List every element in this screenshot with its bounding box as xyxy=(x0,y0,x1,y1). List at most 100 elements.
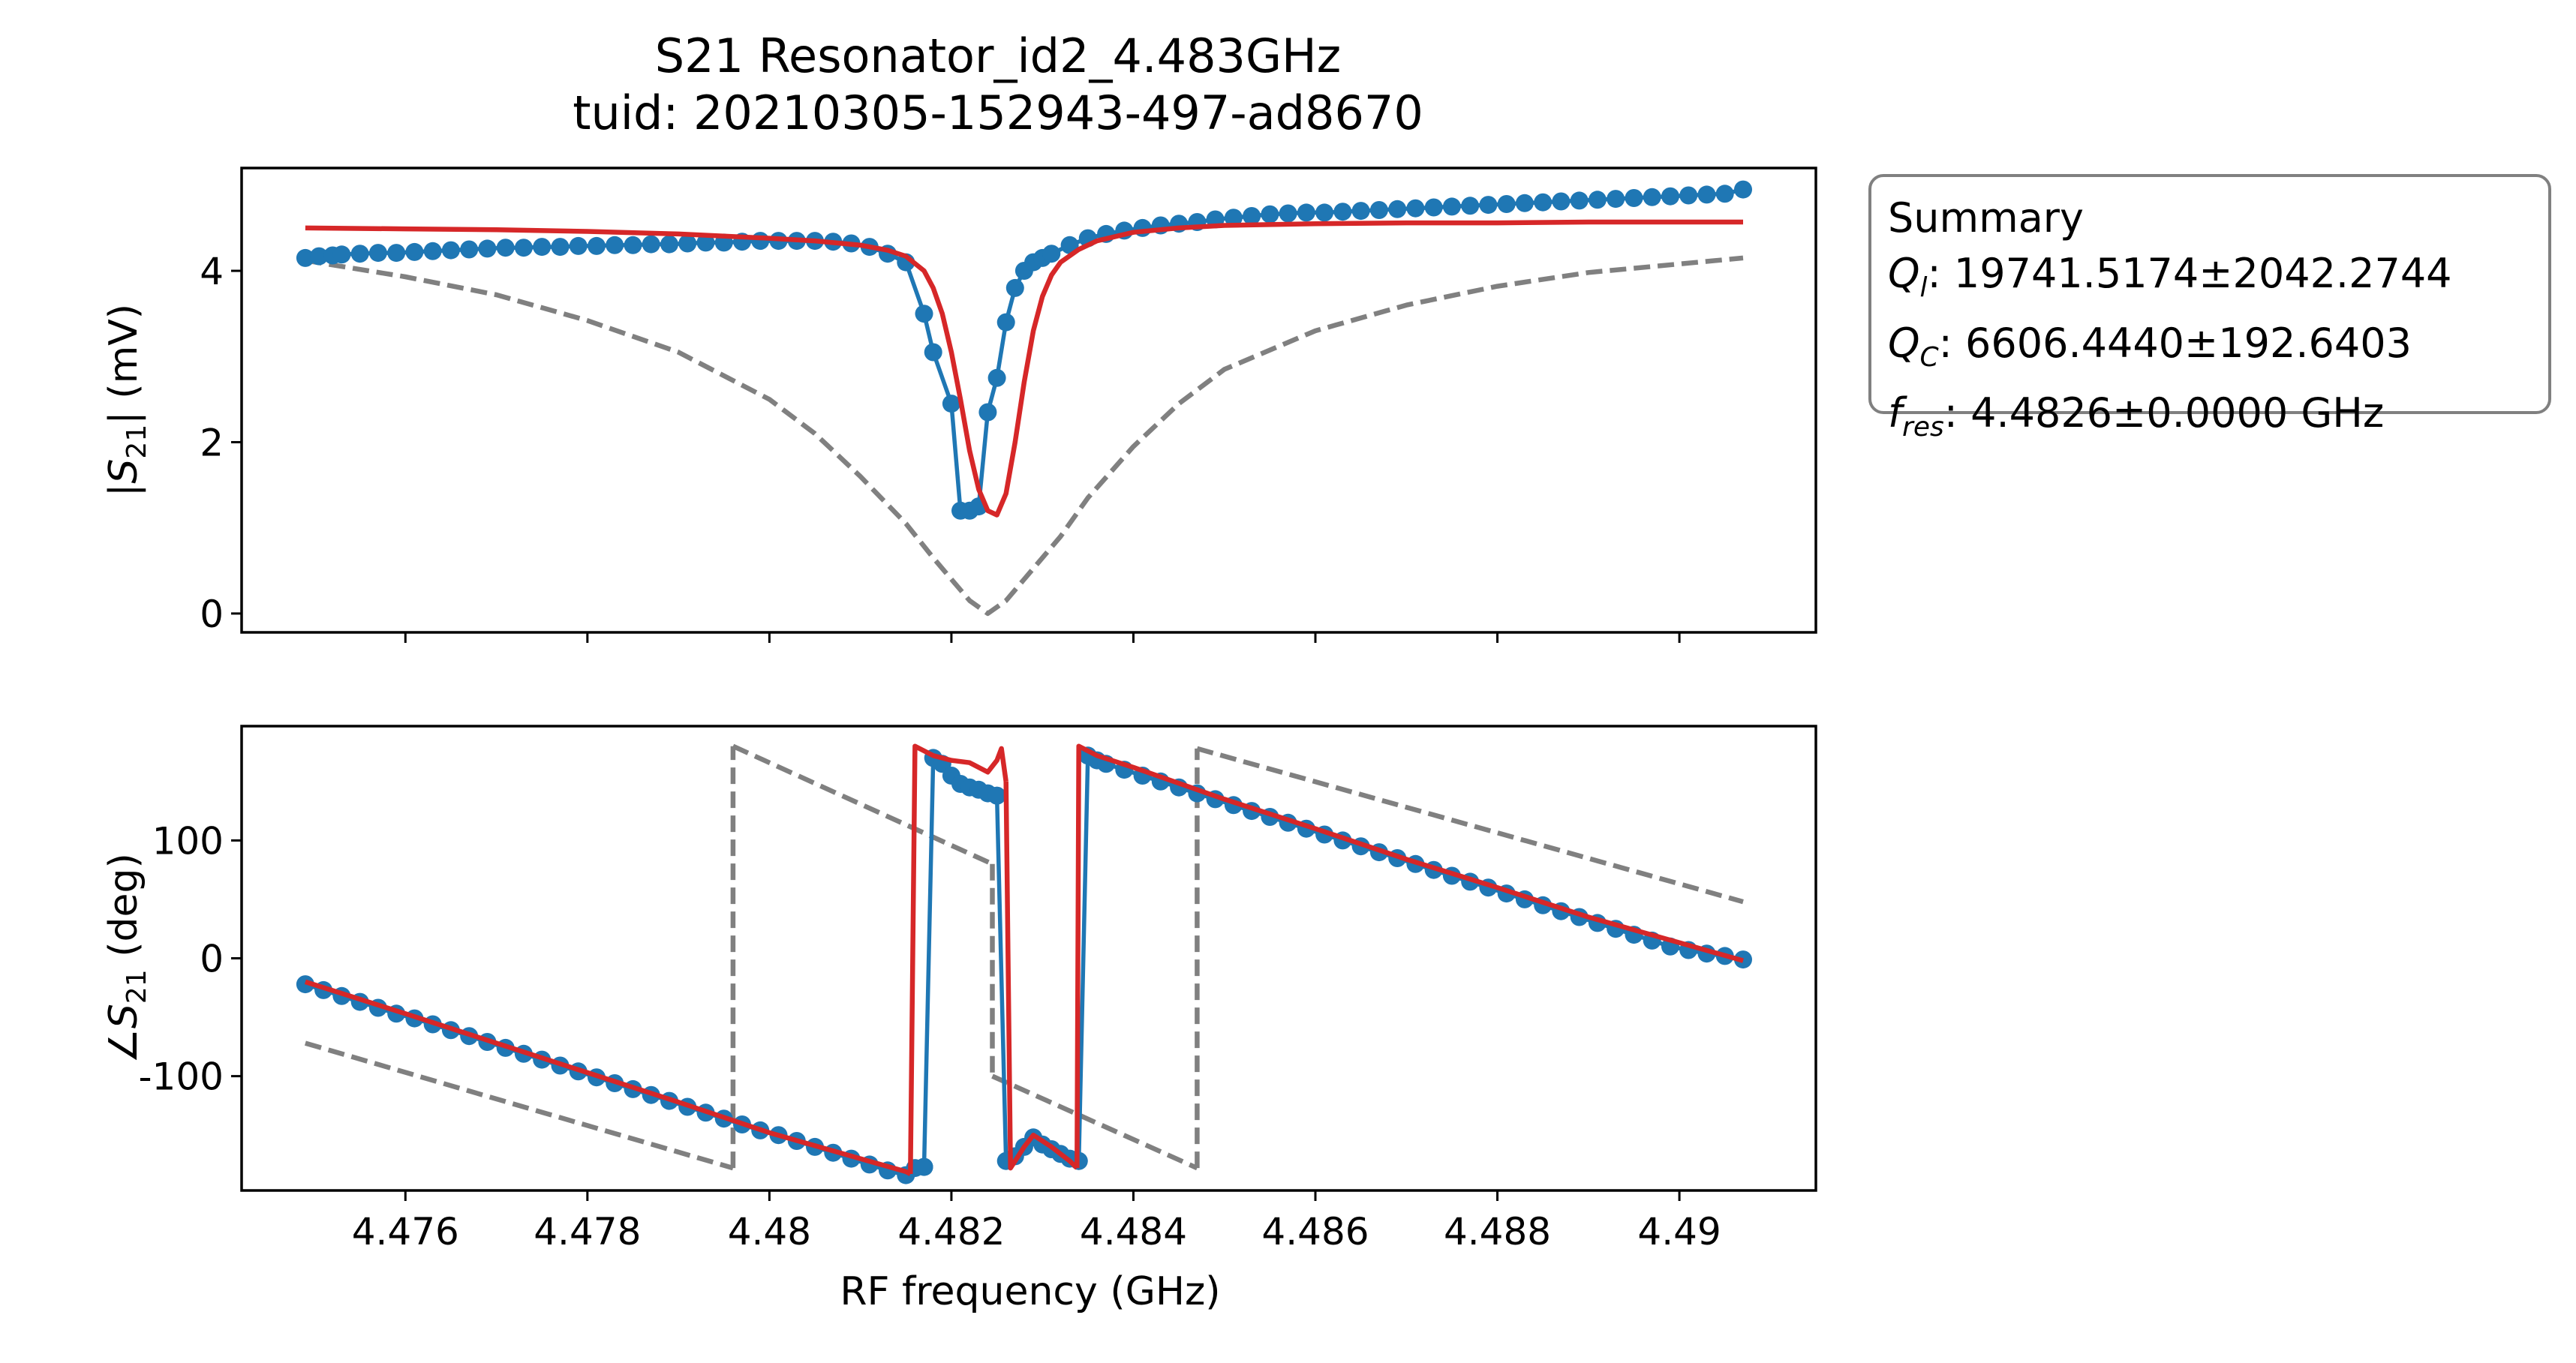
guess-series-line-1-2 xyxy=(732,743,993,866)
data-point xyxy=(678,234,697,253)
data-point xyxy=(1224,209,1243,227)
data-point xyxy=(1005,278,1024,297)
data-series-line-0-0 xyxy=(305,187,1744,513)
x-tick-label: 4.484 xyxy=(1080,1210,1187,1253)
y-label-prefix: | xyxy=(101,484,146,497)
data-point xyxy=(1515,194,1534,212)
y-label-symbol: S xyxy=(101,459,146,484)
plot-area-0 xyxy=(296,180,1752,617)
x-tick-label: 4.478 xyxy=(534,1210,641,1253)
data-point xyxy=(1461,197,1480,215)
guess-series-line-0-0 xyxy=(305,255,1744,617)
data-point xyxy=(1734,180,1752,199)
y-tick-label: 0 xyxy=(200,938,224,981)
data-point xyxy=(660,235,678,254)
summary-row-qc: QC: 6606.4440±192.6403 xyxy=(1888,316,2532,386)
chart-title-line-1: S21 Resonator_id2_4.483GHz xyxy=(654,29,1342,83)
chart-title-line-2: tuid: 20210305-152943-497-ad8670 xyxy=(573,86,1423,140)
data-point xyxy=(915,305,933,323)
data-point xyxy=(1625,189,1643,207)
data-point xyxy=(1715,185,1734,203)
data-point xyxy=(569,236,588,255)
data-point xyxy=(441,241,460,260)
data-point xyxy=(751,232,770,251)
data-point xyxy=(1534,193,1553,212)
ql-symbol: Q xyxy=(1888,250,1920,297)
data-point xyxy=(1297,203,1315,222)
data-point xyxy=(1607,190,1625,209)
x-tick-label: 4.476 xyxy=(352,1210,459,1253)
fit-series-line-1-3 xyxy=(1075,743,1744,1169)
x-tick-label: 4.486 xyxy=(1261,1210,1369,1253)
summary-title: Summary xyxy=(1888,194,2084,242)
data-point xyxy=(696,233,715,252)
fres-subscript: res xyxy=(1902,411,1944,443)
data-point xyxy=(1552,192,1571,211)
data-point xyxy=(1588,191,1607,209)
fit-series-line-1-0 xyxy=(304,979,912,1176)
fit-series-line-0-0 xyxy=(305,219,1743,518)
data-point xyxy=(1351,202,1370,221)
data-point xyxy=(1697,185,1716,204)
y-tick-label: 0 xyxy=(200,593,224,636)
guess-series-line-1-6 xyxy=(1196,746,1744,905)
x-tick-label: 4.488 xyxy=(1444,1210,1551,1253)
magnitude-axes: 0 2 4 |S21| (mV) xyxy=(101,167,1817,643)
data-point xyxy=(350,245,369,263)
x-tick-label: 4.49 xyxy=(1637,1210,1721,1253)
data-point xyxy=(1679,186,1698,205)
y-tick-label: 2 xyxy=(200,421,224,464)
data-point xyxy=(551,238,570,257)
y-label-prefix: ∠ xyxy=(101,1028,146,1064)
data-point xyxy=(1479,196,1498,215)
y-tick-label: 4 xyxy=(200,250,224,293)
data-point xyxy=(1442,197,1461,216)
data-point xyxy=(368,244,387,263)
data-point xyxy=(987,368,1006,387)
data-point xyxy=(1424,198,1443,217)
data-point xyxy=(1315,203,1334,222)
data-point xyxy=(978,403,997,422)
x-axis-label: RF frequency (GHz) xyxy=(840,1269,1220,1314)
axes-frame xyxy=(240,167,1817,634)
data-point xyxy=(1388,200,1407,218)
data-point xyxy=(1406,199,1425,218)
ql-value: : 19741.5174±2042.2744 xyxy=(1927,250,2452,297)
data-point xyxy=(460,240,479,259)
data-point xyxy=(514,239,533,257)
x-tick-label: 4.482 xyxy=(897,1210,1005,1253)
summary-row-ql: Ql: 19741.5174±2042.2744 xyxy=(1888,246,2532,316)
data-point xyxy=(915,1157,933,1176)
data-point xyxy=(588,236,606,255)
y-axis-label: ∠S21 (deg) xyxy=(101,853,152,1064)
data-point xyxy=(1570,191,1589,210)
data-point xyxy=(924,343,942,362)
fit-series-line-1-1 xyxy=(908,743,1008,1175)
axes-frame xyxy=(240,725,1817,1192)
data-point xyxy=(1042,245,1061,263)
data-point xyxy=(1497,195,1516,213)
data-point xyxy=(1333,203,1352,221)
data-point xyxy=(423,242,442,260)
data-point xyxy=(642,235,660,254)
y-label-suffix: | (mV) xyxy=(101,304,146,425)
data-point xyxy=(1060,236,1079,254)
summary-row-fres: fres: 4.4826±0.0000 GHz xyxy=(1888,386,2532,455)
qc-symbol: Q xyxy=(1888,319,1920,367)
data-point xyxy=(624,236,642,254)
data-point xyxy=(942,395,960,413)
y-label-suffix: (deg) xyxy=(101,853,146,969)
data-point xyxy=(1661,187,1679,206)
data-point xyxy=(1243,207,1261,225)
fres-value: : 4.4826±0.0000 GHz xyxy=(1943,389,2385,437)
summary-legend-box: Summary Ql: 19741.5174±2042.2744 QC: 660… xyxy=(1868,174,2551,442)
data-point xyxy=(533,238,552,257)
data-point xyxy=(496,239,515,257)
data-point xyxy=(1643,188,1661,206)
y-label-subscript: 21 xyxy=(122,969,152,1004)
ql-subscript: l xyxy=(1919,272,1928,303)
data-point xyxy=(387,244,406,263)
data-point xyxy=(296,248,314,267)
